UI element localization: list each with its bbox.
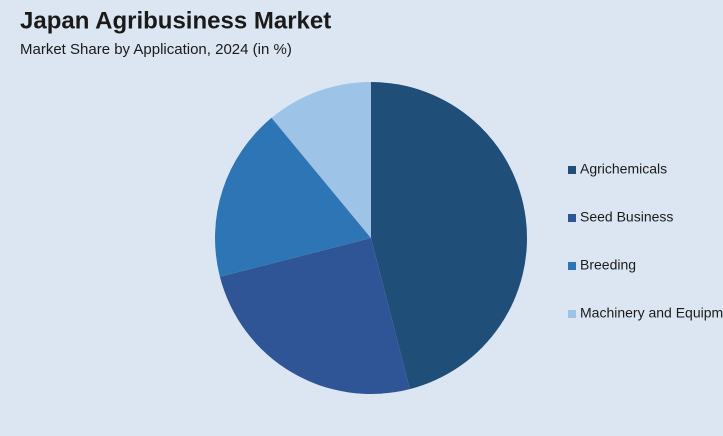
legend-label: Seed Business xyxy=(580,209,673,225)
pie-slice xyxy=(271,82,371,238)
legend-swatch xyxy=(568,166,576,174)
legend-swatch xyxy=(568,310,576,318)
chart-subtitle: Market Share by Application, 2024 (in %) xyxy=(20,41,292,58)
legend-label: Agrichemicals xyxy=(580,161,667,177)
legend-swatch xyxy=(568,214,576,222)
legend-swatch xyxy=(568,262,576,270)
pie-slice xyxy=(215,117,371,277)
chart-title: Japan Agribusiness Market xyxy=(20,7,331,34)
pie-slice xyxy=(219,238,410,394)
legend-label: Machinery and Equipm xyxy=(580,305,723,321)
pie-slice xyxy=(371,82,527,390)
legend-label: Breeding xyxy=(580,257,636,273)
